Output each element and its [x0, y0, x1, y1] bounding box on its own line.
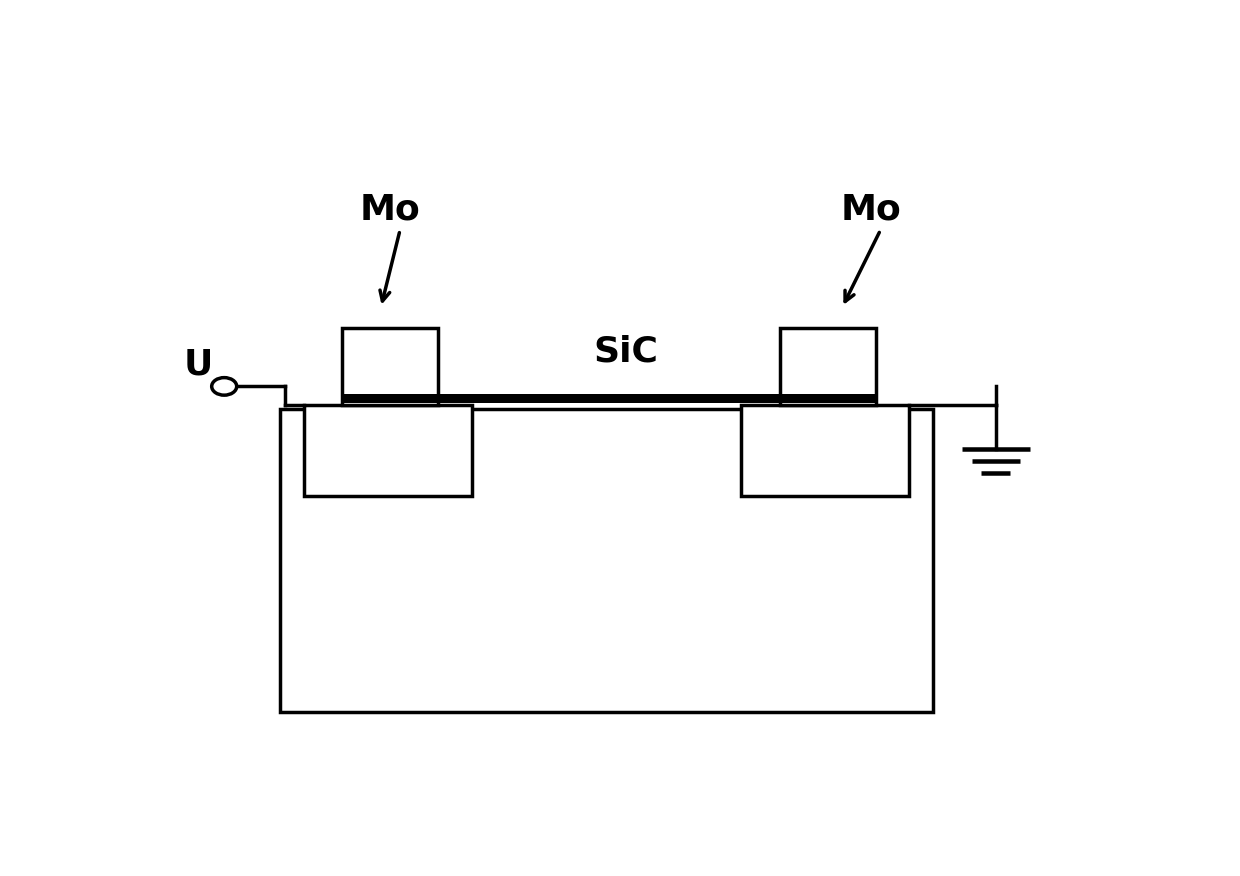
Text: U: U	[184, 348, 213, 382]
Bar	[342, 394, 875, 403]
Bar	[304, 406, 472, 497]
Bar	[742, 406, 909, 497]
Text: Mo: Mo	[360, 193, 420, 227]
Text: SiC: SiC	[594, 335, 658, 368]
Bar	[280, 408, 934, 712]
Text: Mo: Mo	[841, 193, 901, 227]
Bar	[780, 328, 875, 406]
Bar	[342, 328, 439, 406]
